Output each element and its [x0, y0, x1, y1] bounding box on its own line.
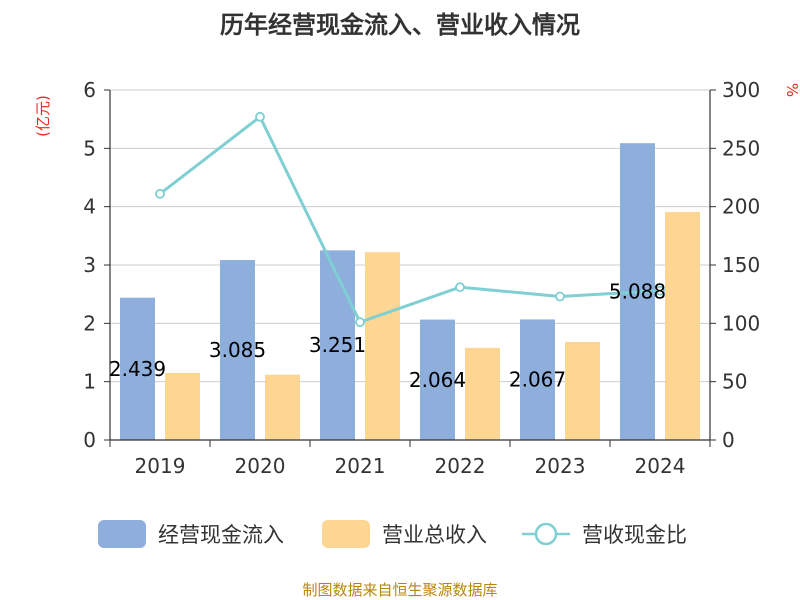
ratio-point — [355, 317, 365, 328]
bar-revenue — [465, 347, 500, 440]
x-tick-label: 2020 — [235, 454, 286, 478]
chart-title: 历年经营现金流入、营业收入情况 — [220, 11, 580, 39]
bar-series — [120, 143, 700, 440]
y-left-tick-label: 4 — [83, 195, 96, 219]
ratio-line-series — [155, 111, 665, 328]
y-left-tick-label: 6 — [83, 78, 96, 102]
y-right-tick-label: 0 — [722, 428, 735, 452]
y-left-tick-label: 1 — [83, 370, 96, 394]
legend-item-1[interactable]: 营业总收入 — [322, 520, 487, 548]
source-note: 制图数据来自恒生聚源数据库 — [302, 581, 497, 599]
x-tick-label: 2024 — [635, 454, 686, 478]
legend-label: 营收现金比 — [582, 523, 687, 547]
y-right-tick-label: 250 — [722, 136, 760, 160]
legend-item-2[interactable]: 营收现金比 — [522, 522, 687, 547]
x-tick-label: 2019 — [135, 454, 186, 478]
right-axis-unit: % — [783, 83, 800, 97]
legend-swatch — [98, 520, 146, 548]
ratio-point — [255, 111, 265, 122]
bar-inflow — [120, 297, 155, 440]
x-tick-label: 2021 — [335, 454, 386, 478]
y-right-tick-label: 50 — [722, 370, 747, 394]
data-label: 5.088 — [609, 280, 666, 304]
x-tick-label: 2022 — [435, 454, 486, 478]
bar-revenue — [565, 342, 600, 440]
bar-inflow — [520, 319, 555, 440]
bar-inflow — [220, 260, 255, 440]
legend-label: 营业总收入 — [382, 523, 487, 547]
axes: 0 1 2 3 4 5 6 0 50 100 150 200 250 300 2019 2020 2021 202… — [83, 78, 760, 478]
data-label: 3.251 — [309, 333, 366, 357]
data-label: 2.064 — [409, 368, 466, 392]
data-label: 3.085 — [209, 338, 266, 362]
ratio-point — [655, 285, 665, 296]
gridlines — [110, 89, 710, 383]
y-left-tick-label: 0 — [83, 428, 96, 452]
ratio-line — [159, 114, 661, 325]
bar-revenue — [665, 211, 700, 440]
y-left-tick-label: 2 — [83, 311, 96, 335]
y-right-tick-label: 300 — [722, 78, 760, 102]
data-label: 2.067 — [509, 368, 566, 392]
bar-inflow — [420, 319, 455, 440]
left-axis-unit: (亿元) — [34, 95, 52, 137]
bar-revenue — [265, 374, 300, 440]
y-left-tick-label: 5 — [83, 136, 96, 160]
data-labels: 2.439 3.085 3.251 2.064 2.067 5.088 — [109, 280, 666, 392]
legend-swatch-marker — [534, 522, 558, 546]
legend-label: 经营现金流入 — [158, 523, 284, 547]
legend-item-0[interactable]: 经营现金流入 — [98, 520, 284, 548]
data-label: 2.439 — [109, 357, 166, 381]
ratio-point — [455, 282, 465, 293]
y-right-tick-label: 150 — [722, 253, 760, 277]
x-tick-label: 2023 — [535, 454, 586, 478]
bar-revenue — [365, 252, 400, 440]
ratio-point — [155, 188, 165, 199]
legend-swatch — [322, 520, 370, 548]
bar-inflow — [320, 250, 355, 440]
ratio-point — [555, 291, 565, 302]
y-right-tick-label: 100 — [722, 311, 760, 335]
legend[interactable]: 经营现金流入 营业总收入 营收现金比 — [98, 520, 687, 548]
y-right-tick-label: 200 — [722, 195, 760, 219]
bar-revenue — [165, 372, 200, 440]
y-left-tick-label: 3 — [83, 253, 96, 277]
